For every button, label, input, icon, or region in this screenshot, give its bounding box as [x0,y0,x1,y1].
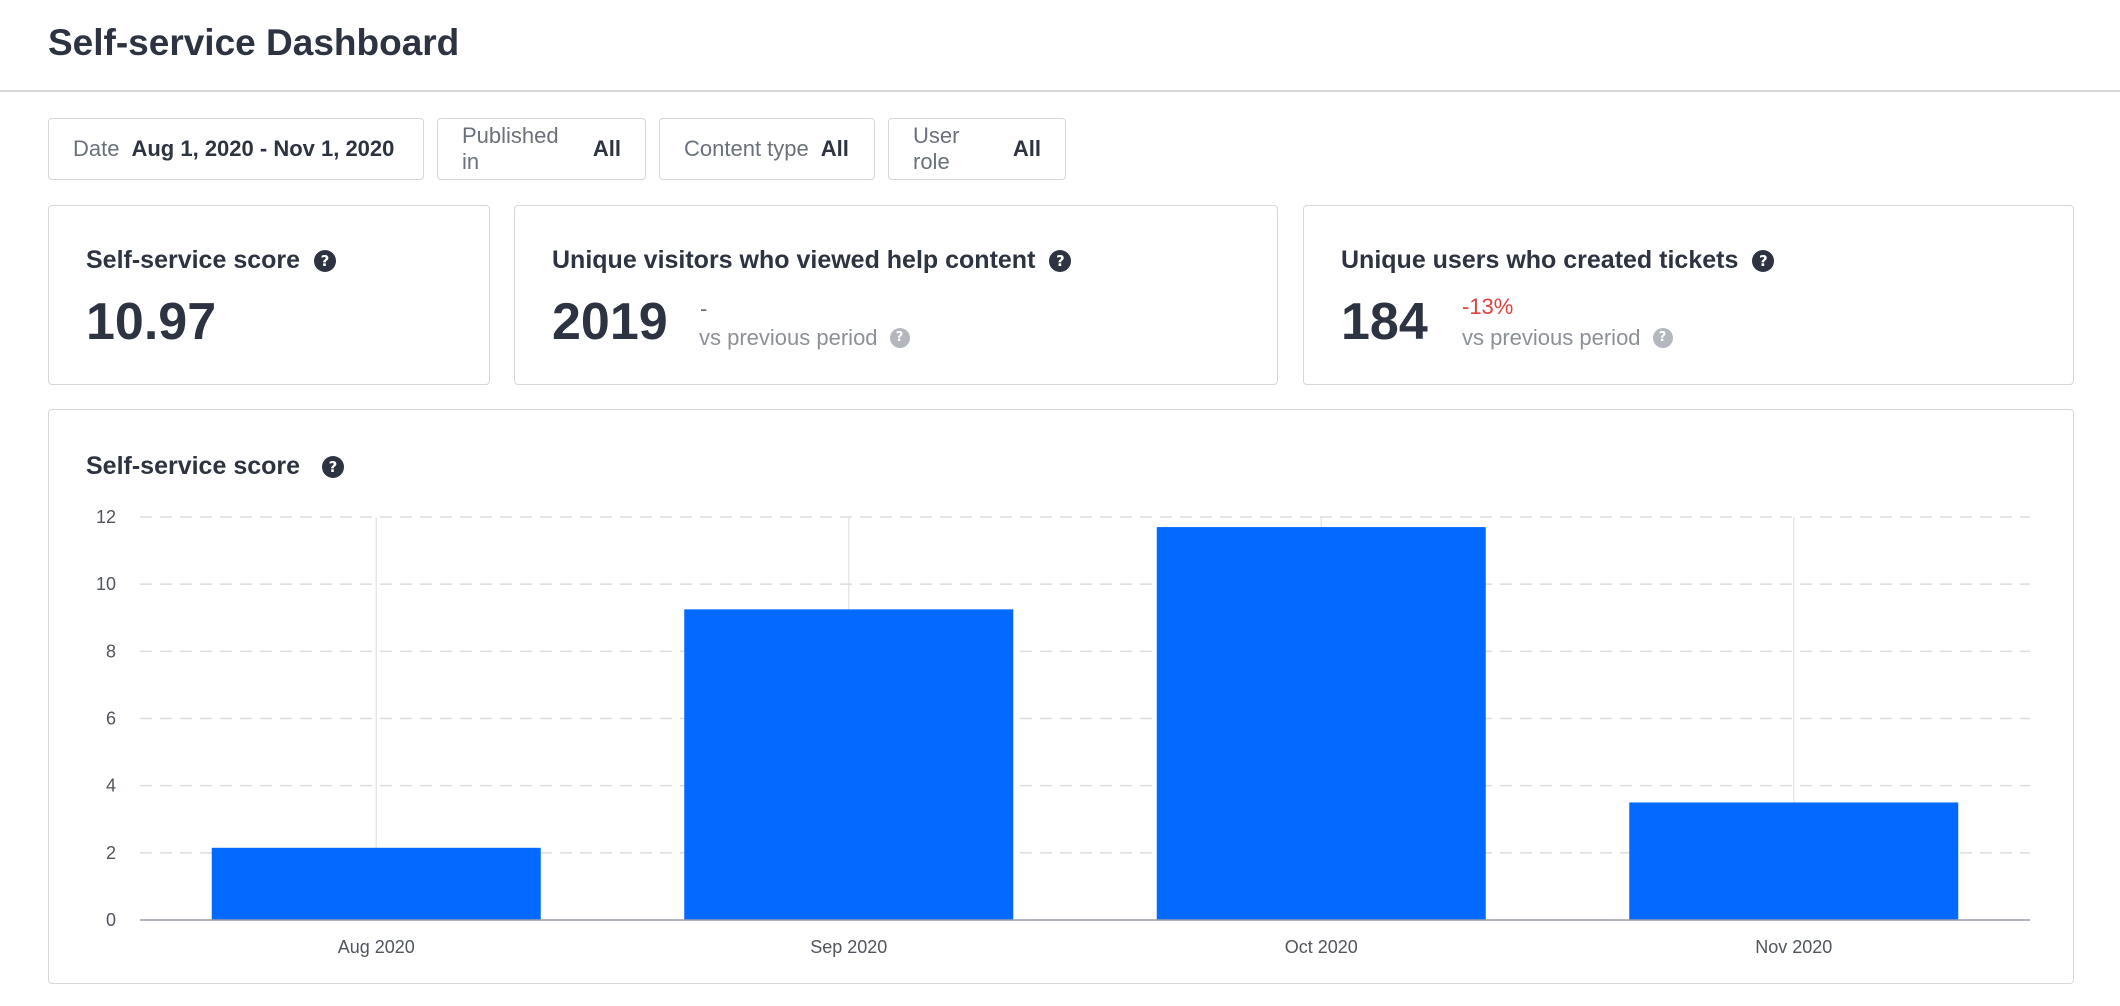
chart-title: Self-service score [86,452,301,480]
question-circle-icon[interactable]: ? [1752,249,1775,272]
content-type-filter-value: All [820,136,849,161]
unique-visitors-card-title: Unique visitors who viewed help content [552,246,1036,274]
y-tick-label: 0 [106,910,116,930]
unique-ticket-users-card-title-row: Unique users who created tickets ? [1341,246,1775,275]
unique-visitors-card: Unique visitors who viewed help content … [514,205,1278,385]
page-title: Self-service Dashboard [48,22,460,63]
y-tick-label: 10 [96,574,116,594]
self-service-score-value: 10.97 [86,293,217,351]
self-service-score-card: Self-service score ? 10.97 [48,205,490,385]
y-tick-label: 6 [106,709,116,729]
unique-ticket-users-comparison: vs previous period ? [1462,325,1673,351]
chart-title-row: Self-service score ? [86,452,345,481]
y-tick-label: 8 [106,641,116,661]
x-tick-label: Oct 2020 [1285,937,1358,957]
y-tick-label: 2 [106,843,116,863]
unique-visitors-comparison-label: vs previous period [699,325,878,350]
question-circle-icon[interactable]: ? [1652,328,1673,348]
user-role-filter-value: All [1012,136,1041,161]
published-in-filter[interactable]: Published in All [437,118,646,180]
page-header: Self-service Dashboard [0,0,2120,92]
question-circle-icon[interactable]: ? [322,455,345,478]
date-filter-value: Aug 1, 2020 - Nov 1, 2020 [131,136,395,161]
bar-aug-2020[interactable] [211,847,541,920]
x-tick-label: Nov 2020 [1755,937,1832,957]
question-circle-icon[interactable]: ? [889,328,910,348]
date-filter-label: Date [73,136,120,161]
published-in-filter-label: Published in [462,123,559,174]
bar-nov-2020[interactable] [1629,802,1959,920]
unique-ticket-users-card-title: Unique users who created tickets [1341,246,1739,274]
self-service-score-card-title-row: Self-service score ? [86,246,337,275]
y-tick-label: 4 [106,776,116,796]
unique-ticket-users-comparison-label: vs previous period [1462,325,1641,350]
x-tick-label: Aug 2020 [338,937,415,957]
bar-oct-2020[interactable] [1156,527,1486,920]
unique-ticket-users-delta: -13% [1462,294,1514,319]
content-type-filter[interactable]: Content type All [659,118,875,180]
unique-visitors-value: 2019 [552,293,668,351]
bar-sep-2020[interactable] [684,609,1014,920]
user-role-filter[interactable]: User role All [888,118,1066,180]
unique-visitors-card-title-row: Unique visitors who viewed help content … [552,246,1072,275]
content-type-filter-label: Content type [684,136,809,161]
question-circle-icon[interactable]: ? [314,249,337,272]
self-service-score-card-title: Self-service score [86,246,301,274]
unique-ticket-users-card: Unique users who created tickets ? 184 -… [1303,205,2074,385]
unique-visitors-comparison: vs previous period ? [699,325,910,351]
y-tick-label: 12 [96,507,116,527]
unique-visitors-delta: - [700,296,708,321]
user-role-filter-label: User role [913,123,960,174]
question-circle-icon[interactable]: ? [1049,249,1072,272]
date-filter[interactable]: Date Aug 1, 2020 - Nov 1, 2020 [48,118,424,180]
published-in-filter-value: All [592,136,621,161]
unique-ticket-users-value: 184 [1341,293,1428,351]
x-tick-label: Sep 2020 [810,937,887,957]
